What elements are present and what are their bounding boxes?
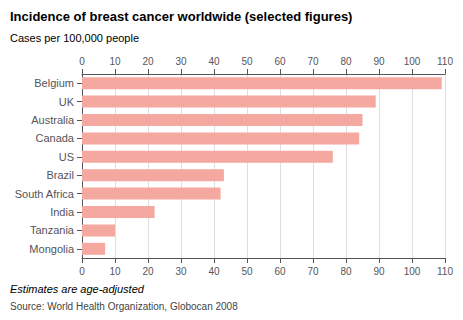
svg-text:30: 30: [175, 56, 187, 67]
svg-text:South Africa: South Africa: [15, 188, 75, 200]
svg-text:60: 60: [274, 56, 286, 67]
svg-text:Belgium: Belgium: [34, 77, 74, 89]
svg-text:UK: UK: [59, 96, 75, 108]
svg-text:20: 20: [142, 56, 154, 67]
svg-text:110: 110: [437, 56, 453, 67]
svg-text:Tanzania: Tanzania: [30, 224, 75, 236]
svg-text:Cases per 100,000 people: Cases per 100,000 people: [10, 32, 139, 44]
svg-text:Canada: Canada: [35, 132, 74, 144]
svg-text:20: 20: [142, 266, 154, 277]
svg-text:30: 30: [175, 266, 187, 277]
svg-text:Source: World Health Organizat: Source: World Health Organization, Globo…: [10, 301, 238, 312]
svg-text:90: 90: [373, 266, 385, 277]
svg-text:50: 50: [241, 56, 253, 67]
svg-text:70: 70: [307, 266, 319, 277]
svg-text:US: US: [59, 151, 74, 163]
svg-text:50: 50: [241, 266, 253, 277]
svg-text:90: 90: [373, 56, 385, 67]
svg-text:70: 70: [307, 56, 319, 67]
svg-text:80: 80: [340, 56, 352, 67]
svg-text:0: 0: [79, 266, 85, 277]
svg-text:100: 100: [404, 266, 421, 277]
svg-text:Estimates are age-adjusted: Estimates are age-adjusted: [10, 283, 145, 295]
svg-text:40: 40: [208, 266, 220, 277]
svg-text:India: India: [50, 206, 75, 218]
svg-text:100: 100: [404, 56, 421, 67]
svg-text:80: 80: [340, 266, 352, 277]
svg-text:Mongolia: Mongolia: [29, 243, 75, 255]
svg-text:Brazil: Brazil: [46, 169, 74, 181]
svg-text:110: 110: [437, 266, 453, 277]
svg-text:10: 10: [109, 266, 121, 277]
svg-text:60: 60: [274, 266, 286, 277]
svg-text:Incidence of breast cancer wor: Incidence of breast cancer worldwide (se…: [10, 9, 352, 24]
svg-text:0: 0: [79, 56, 85, 67]
svg-text:40: 40: [208, 56, 220, 67]
svg-text:10: 10: [109, 56, 121, 67]
svg-text:Australia: Australia: [31, 114, 75, 126]
